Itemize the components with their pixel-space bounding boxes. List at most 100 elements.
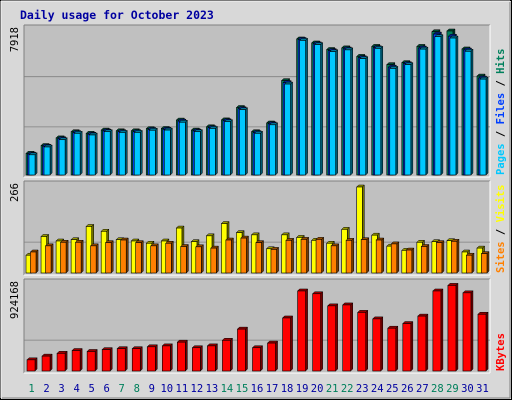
bar-pages-21: [329, 49, 339, 176]
bar-kbytes-9: [146, 344, 158, 372]
bar-sites-23: [360, 237, 370, 274]
bar-kbytes-25: [387, 325, 399, 372]
panel-visitors: 266 Sites / Visits: [9, 180, 507, 276]
axis-max-label-bytes: 924168: [9, 281, 21, 319]
bar-sites-19: [300, 236, 310, 274]
bar-kbytes-20: [312, 291, 324, 372]
bar-sites-28: [435, 240, 445, 274]
bar-pages-7: [118, 129, 128, 176]
day-label-22: 22: [341, 383, 354, 395]
day-label-9: 9: [149, 383, 155, 395]
bar-sites-11: [180, 243, 189, 274]
day-label-13: 13: [206, 383, 219, 395]
day-label-1: 1: [28, 383, 34, 395]
bar-sites-13: [210, 245, 220, 274]
day-label-23: 23: [356, 383, 369, 395]
bar-sites-18: [285, 237, 295, 274]
bar-kbytes-13: [206, 343, 219, 372]
legend-requests: Pages / Files / Hits: [495, 49, 507, 175]
bar-sites-12: [195, 244, 204, 274]
day-label-3: 3: [58, 383, 64, 395]
bar-sites-25: [390, 241, 400, 274]
day-label-28: 28: [431, 383, 444, 395]
bar-kbytes-11: [176, 339, 188, 372]
bar-kbytes-10: [161, 343, 173, 372]
bar-sites-15: [240, 235, 250, 274]
bar-pages-29: [449, 35, 459, 176]
bar-pages-11: [178, 119, 188, 176]
day-label-11: 11: [176, 383, 189, 395]
panel-requests: 7918 Pages / Files / Hits: [9, 24, 507, 178]
bar-pages-20: [314, 41, 324, 176]
legend-entry-visits: Visits: [495, 184, 507, 222]
bar-pages-17: [268, 122, 279, 176]
bar-kbytes-16: [251, 345, 264, 372]
day-label-26: 26: [401, 383, 414, 395]
bar-kbytes-26: [402, 320, 414, 372]
legend-bytes: KBytes: [495, 333, 507, 371]
day-label-18: 18: [281, 383, 294, 395]
bar-sites-21: [330, 243, 340, 274]
bar-pages-13: [208, 125, 219, 176]
bar-sites-4: [74, 239, 84, 274]
day-label-29: 29: [446, 383, 459, 395]
bar-sites-16: [255, 240, 265, 274]
day-label-5: 5: [88, 383, 94, 395]
day-label-14: 14: [221, 383, 234, 395]
bar-pages-30: [464, 48, 474, 176]
day-label-10: 10: [160, 383, 173, 395]
bar-pages-3: [58, 137, 68, 176]
legend-entry-files: Files: [495, 93, 507, 125]
day-label-4: 4: [73, 383, 79, 395]
day-label-20: 20: [311, 383, 324, 395]
bar-sites-2: [44, 243, 54, 274]
bar-kbytes-4: [71, 347, 83, 372]
bar-pages-15: [238, 107, 249, 176]
bar-kbytes-17: [266, 340, 279, 372]
bar-sites-30: [465, 252, 475, 274]
bar-pages-24: [374, 45, 384, 176]
bar-kbytes-28: [432, 288, 444, 372]
bar-kbytes-5: [86, 348, 98, 372]
day-label-31: 31: [476, 383, 489, 395]
day-label-24: 24: [371, 383, 384, 395]
bar-pages-22: [344, 47, 354, 176]
bar-sites-9: [150, 243, 159, 274]
bar-pages-9: [148, 127, 158, 176]
axis-max-label-visitors: 266: [9, 183, 21, 202]
chart-title: Daily usage for October 2023: [20, 8, 214, 22]
day-label-27: 27: [416, 383, 429, 395]
bar-pages-10: [163, 127, 173, 176]
bar-pages-2: [43, 144, 53, 176]
bar-sites-7: [120, 237, 129, 274]
bar-sites-20: [315, 236, 325, 274]
legend-entry-kbytes: KBytes: [495, 333, 507, 371]
bar-kbytes-31: [477, 311, 489, 372]
bar-sites-8: [135, 240, 144, 274]
bar-sites-29: [450, 238, 460, 274]
day-label-30: 30: [461, 383, 474, 395]
day-label-12: 12: [191, 383, 204, 395]
bar-kbytes-14: [221, 337, 234, 372]
day-label-21: 21: [326, 383, 339, 395]
panel-bytes: 924168 KBytes: [9, 278, 507, 374]
bar-pages-16: [253, 130, 264, 176]
bar-sites-31: [480, 250, 490, 274]
legend-entry-hits: Hits: [495, 49, 507, 74]
legend-entry-sites: Sites: [495, 241, 507, 273]
day-label-2: 2: [43, 383, 49, 395]
day-label-19: 19: [296, 383, 309, 395]
day-label-17: 17: [266, 383, 279, 395]
bar-kbytes-2: [41, 353, 53, 372]
bar-sites-1: [29, 249, 39, 274]
bar-pages-26: [404, 62, 414, 176]
bar-pages-6: [103, 129, 113, 176]
bar-kbytes-8: [131, 346, 143, 372]
day-label-15: 15: [236, 383, 249, 395]
bar-kbytes-3: [56, 350, 68, 372]
day-label-8: 8: [134, 383, 140, 395]
bar-pages-8: [133, 129, 143, 176]
day-label-6: 6: [104, 383, 110, 395]
bar-sites-10: [165, 240, 174, 274]
